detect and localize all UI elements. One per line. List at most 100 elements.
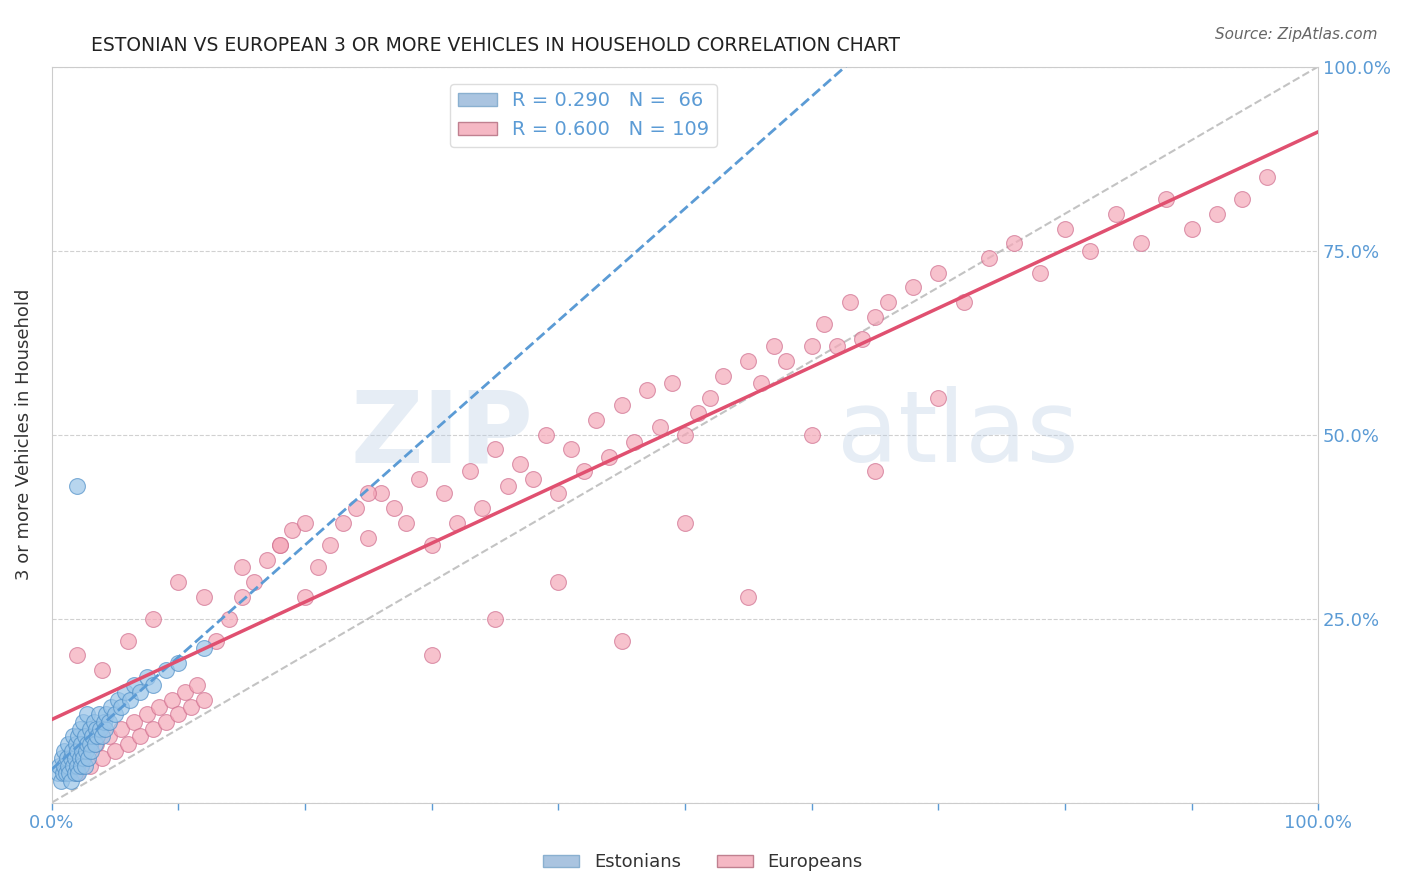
Point [173,685,195,699]
Point [193,640,215,655]
Point [269,538,291,552]
Point [79,759,101,773]
Text: Source: ZipAtlas.com: Source: ZipAtlas.com [1215,27,1378,42]
Point [114,685,136,699]
Point [420,538,443,552]
Point [65,737,87,751]
Point [218,611,240,625]
Point [60,744,83,758]
Point [66,759,89,773]
Point [117,633,139,648]
Point [1129,236,1152,251]
Point [496,479,519,493]
Point [52,766,75,780]
Point [737,354,759,368]
Point [75,744,97,758]
Point [100,700,122,714]
Point [231,560,253,574]
Point [927,391,949,405]
Point [59,751,82,765]
Point [1230,192,1253,206]
Point [122,678,145,692]
Point [509,457,531,471]
Point [186,678,208,692]
Point [294,590,316,604]
Point [80,744,103,758]
Point [711,368,734,383]
Legend: R = 0.290   N =  66, R = 0.600   N = 109: R = 0.290 N = 66, R = 0.600 N = 109 [450,84,717,147]
Point [395,516,418,530]
Point [53,759,76,773]
Point [673,427,696,442]
Point [84,737,107,751]
Point [48,759,70,773]
Point [927,266,949,280]
Point [69,722,91,736]
Point [1154,192,1177,206]
Point [851,332,873,346]
Point [79,722,101,736]
Point [97,730,120,744]
Point [357,531,380,545]
Point [408,472,430,486]
Point [167,574,190,589]
Point [53,759,76,773]
Point [420,648,443,663]
Point [70,759,93,773]
Point [82,730,104,744]
Point [357,486,380,500]
Point [1002,236,1025,251]
Point [117,737,139,751]
Point [135,671,157,685]
Point [180,700,202,714]
Point [382,501,405,516]
Point [84,722,107,736]
Point [332,516,354,530]
Point [648,420,671,434]
Point [458,464,481,478]
Point [547,574,569,589]
Point [1256,169,1278,184]
Point [484,442,506,457]
Point [91,751,114,765]
Point [876,295,898,310]
Point [86,730,108,744]
Point [67,766,90,780]
Point [623,434,645,449]
Point [560,442,582,457]
Point [51,751,73,765]
Point [522,472,544,486]
Point [269,538,291,552]
Point [813,317,835,331]
Point [661,376,683,390]
Point [294,516,316,530]
Point [160,692,183,706]
Point [901,280,924,294]
Point [193,692,215,706]
Point [319,538,342,552]
Point [135,707,157,722]
Point [77,751,100,765]
Point [370,486,392,500]
Point [800,339,823,353]
Point [49,773,72,788]
Text: atlas: atlas [837,386,1078,483]
Point [110,700,132,714]
Point [66,744,89,758]
Point [56,751,79,765]
Point [59,773,82,788]
Point [83,737,105,751]
Point [686,405,709,419]
Point [1053,221,1076,235]
Point [243,574,266,589]
Point [142,678,165,692]
Point [433,486,456,500]
Point [636,384,658,398]
Point [952,295,974,310]
Point [344,501,367,516]
Point [307,560,329,574]
Point [256,552,278,566]
Point [1078,244,1101,258]
Point [610,398,633,412]
Point [110,722,132,736]
